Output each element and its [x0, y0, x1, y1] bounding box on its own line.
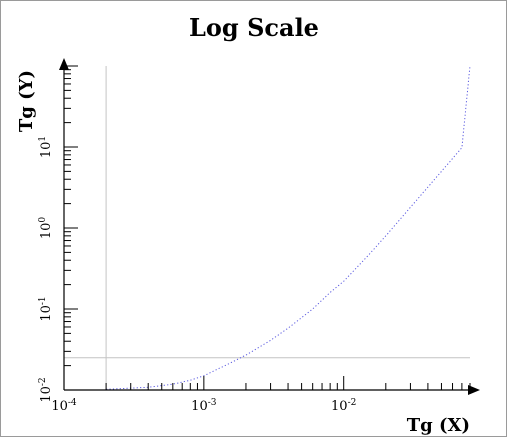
y-axis-title: Tg (Y): [16, 70, 37, 132]
x-tick-label: 10-2: [331, 398, 356, 414]
y-tick-label-base: 10: [39, 223, 54, 240]
x-tick-label-exponent: -2: [348, 398, 357, 408]
reference-lines: [64, 66, 470, 390]
y-tick-label-exponent: 0: [38, 217, 48, 223]
y-tick-label-base: 10: [39, 305, 54, 322]
y-tick-label-exponent: 1: [38, 136, 48, 142]
y-tick-label-base: 10: [39, 142, 54, 159]
y-tick-label-base: 10: [39, 386, 54, 403]
x-tick-label: 10-4: [51, 398, 77, 414]
x-axis-arrow: [468, 385, 480, 395]
x-axis-title: Tg (X): [407, 415, 470, 436]
chart-title: Log Scale: [189, 13, 319, 42]
x-tick-label-base: 10: [331, 399, 348, 414]
series-line-0: [106, 65, 471, 390]
y-tick-label-exponent: -2: [38, 377, 48, 386]
axes: [59, 58, 480, 395]
x-tick-label-base: 10: [191, 399, 208, 414]
y-axis-arrow: [59, 58, 69, 70]
y-tick-label: 100: [38, 217, 54, 240]
ticks: [63, 65, 471, 391]
series-layer: [106, 65, 471, 390]
x-tick-label-exponent: -3: [208, 398, 217, 408]
y-tick-label-exponent: -1: [38, 296, 48, 305]
x-tick-label-base: 10: [51, 399, 68, 414]
y-tick-label: 10-1: [38, 296, 54, 321]
y-tick-label: 101: [38, 136, 54, 158]
y-tick-label: 10-2: [38, 377, 54, 402]
x-tick-label-exponent: -4: [68, 398, 77, 408]
x-tick-label: 10-3: [191, 398, 217, 414]
